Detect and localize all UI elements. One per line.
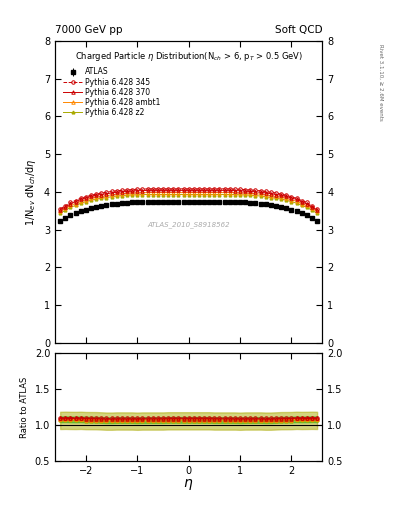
Pythia 6.428 ambt1	[315, 208, 320, 215]
Text: Rivet 3.1.10, ≥ 2.6M events: Rivet 3.1.10, ≥ 2.6M events	[378, 44, 384, 121]
Legend: ATLAS, Pythia 6.428 345, Pythia 6.428 370, Pythia 6.428 ambt1, Pythia 6.428 z2: ATLAS, Pythia 6.428 345, Pythia 6.428 37…	[62, 66, 162, 119]
Y-axis label: Ratio to ATLAS: Ratio to ATLAS	[20, 376, 29, 438]
Pythia 6.428 370	[140, 188, 145, 194]
X-axis label: $\eta$: $\eta$	[184, 477, 194, 492]
Pythia 6.428 ambt1	[145, 189, 150, 196]
Text: Soft QCD: Soft QCD	[275, 25, 322, 35]
Pythia 6.428 z2	[145, 191, 150, 198]
Pythia 6.428 370	[58, 207, 62, 213]
Pythia 6.428 ambt1	[58, 208, 62, 215]
Pythia 6.428 z2	[135, 192, 140, 198]
Line: Pythia 6.428 z2: Pythia 6.428 z2	[59, 193, 318, 215]
Pythia 6.428 345	[248, 187, 253, 193]
Pythia 6.428 z2	[140, 191, 145, 198]
Pythia 6.428 ambt1	[248, 190, 253, 197]
Pythia 6.428 ambt1	[310, 205, 314, 211]
Pythia 6.428 345	[140, 186, 145, 193]
Pythia 6.428 z2	[310, 207, 314, 214]
Pythia 6.428 345	[114, 188, 119, 194]
Pythia 6.428 z2	[248, 192, 253, 198]
Line: Pythia 6.428 345: Pythia 6.428 345	[59, 187, 319, 210]
Pythia 6.428 370	[145, 187, 150, 194]
Pythia 6.428 z2	[233, 191, 237, 198]
Pythia 6.428 370	[315, 207, 320, 213]
Pythia 6.428 345	[310, 203, 314, 209]
Pythia 6.428 ambt1	[140, 189, 145, 196]
Line: Pythia 6.428 370: Pythia 6.428 370	[59, 188, 319, 211]
Text: ATLAS_2010_S8918562: ATLAS_2010_S8918562	[147, 221, 230, 228]
Pythia 6.428 370	[233, 188, 237, 194]
Pythia 6.428 ambt1	[114, 191, 119, 197]
Pythia 6.428 z2	[58, 210, 62, 217]
Text: 7000 GeV pp: 7000 GeV pp	[55, 25, 123, 35]
Text: Charged Particle $\eta$ Distribution(N$_{ch}$ > 6, p$_T$ > 0.5 GeV): Charged Particle $\eta$ Distribution(N$_…	[75, 50, 303, 63]
Pythia 6.428 370	[248, 188, 253, 195]
Pythia 6.428 z2	[315, 210, 320, 217]
Pythia 6.428 370	[135, 188, 140, 194]
Pythia 6.428 370	[310, 204, 314, 210]
Pythia 6.428 345	[315, 206, 320, 212]
Pythia 6.428 345	[135, 186, 140, 193]
Pythia 6.428 z2	[114, 193, 119, 199]
Pythia 6.428 370	[114, 189, 119, 195]
Pythia 6.428 ambt1	[233, 189, 237, 196]
Pythia 6.428 345	[233, 186, 237, 193]
Pythia 6.428 345	[58, 206, 62, 212]
Pythia 6.428 ambt1	[135, 190, 140, 196]
Line: Pythia 6.428 ambt1: Pythia 6.428 ambt1	[59, 191, 319, 213]
Y-axis label: 1/N$_{ev}$ dN$_{ch}$/d$\eta$: 1/N$_{ev}$ dN$_{ch}$/d$\eta$	[24, 158, 39, 226]
Pythia 6.428 345	[145, 186, 150, 192]
